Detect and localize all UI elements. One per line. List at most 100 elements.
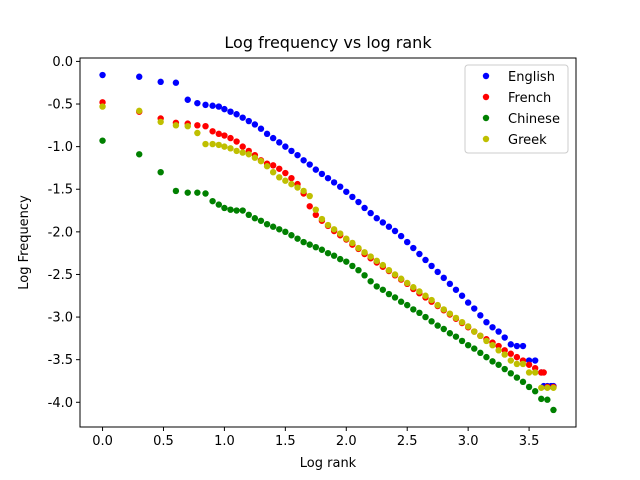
- point-english-36: [385, 223, 393, 230]
- x-tick-label-1: 0.5: [153, 434, 174, 449]
- point-english-38: [397, 232, 405, 240]
- point-greek-56: [507, 357, 515, 364]
- point-chinese-11: [233, 207, 240, 214]
- point-chinese-50: [471, 345, 478, 352]
- point-chinese-61: [538, 395, 545, 403]
- point-chinese-32: [361, 272, 368, 279]
- point-english-49: [464, 299, 472, 306]
- point-greek-39: [404, 279, 411, 287]
- point-english-24: [312, 166, 320, 173]
- point-greek-4: [184, 122, 191, 130]
- point-english-0: [99, 71, 106, 79]
- point-greek-47: [452, 314, 460, 322]
- point-english-32: [361, 204, 368, 212]
- point-english-19: [282, 143, 289, 150]
- point-french-10: [227, 134, 234, 142]
- point-english-45: [440, 274, 447, 282]
- point-chinese-37: [391, 294, 399, 301]
- point-greek-2: [157, 118, 164, 126]
- point-chinese-44: [434, 322, 441, 329]
- point-english-22: [300, 157, 307, 164]
- point-english-28: [336, 183, 344, 190]
- point-french-12: [239, 143, 246, 150]
- point-greek-37: [391, 271, 399, 278]
- point-greek-33: [367, 253, 374, 260]
- point-greek-28: [336, 230, 344, 237]
- point-chinese-39: [404, 301, 411, 309]
- point-chinese-30: [349, 262, 356, 270]
- point-english-44: [434, 268, 441, 276]
- x-tick-label-3: 1.5: [275, 434, 296, 449]
- point-greek-63: [550, 384, 557, 391]
- point-chinese-28: [336, 255, 344, 263]
- y-tick-label-7: -3.5: [48, 353, 73, 368]
- point-english-37: [391, 227, 399, 235]
- point-chinese-59: [525, 383, 533, 391]
- point-chinese-19: [282, 228, 289, 236]
- point-greek-6: [202, 140, 209, 148]
- point-chinese-23: [306, 241, 313, 248]
- point-chinese-2: [157, 168, 164, 176]
- point-chinese-9: [221, 204, 228, 212]
- point-french-62: [540, 369, 547, 376]
- point-chinese-35: [379, 286, 387, 293]
- point-english-6: [202, 101, 209, 109]
- point-english-12: [239, 114, 246, 121]
- point-chinese-1: [136, 151, 143, 158]
- point-chinese-43: [428, 318, 435, 325]
- legend-marker-greek: [482, 135, 490, 143]
- point-chinese-56: [507, 370, 515, 377]
- point-chinese-62: [544, 396, 551, 403]
- point-greek-45: [440, 306, 447, 313]
- point-greek-11: [233, 147, 240, 155]
- point-english-46: [446, 280, 454, 288]
- point-chinese-34: [373, 283, 380, 290]
- series-chinese: [99, 137, 557, 414]
- point-chinese-20: [288, 232, 295, 239]
- point-greek-46: [446, 310, 454, 317]
- point-greek-44: [434, 301, 441, 309]
- point-english-54: [495, 328, 502, 335]
- y-tick-label-4: -2.0: [48, 225, 73, 240]
- point-chinese-3: [172, 187, 180, 195]
- chart-title: Log frequency vs log rank: [224, 33, 432, 52]
- x-tick-label-0: 0.0: [92, 434, 113, 449]
- point-chinese-47: [452, 333, 460, 340]
- point-french-59: [525, 361, 533, 368]
- point-greek-53: [489, 341, 496, 349]
- point-chinese-38: [397, 298, 405, 305]
- point-english-50: [471, 305, 478, 312]
- point-greek-7: [209, 140, 216, 148]
- point-greek-40: [410, 284, 417, 291]
- point-greek-31: [355, 244, 362, 252]
- point-chinese-0: [99, 137, 106, 144]
- point-greek-5: [194, 129, 201, 137]
- point-chinese-5: [194, 189, 201, 196]
- x-tick-label-7: 3.5: [519, 434, 540, 449]
- point-greek-61: [538, 384, 545, 391]
- point-english-52: [483, 318, 490, 326]
- point-english-17: [269, 134, 277, 142]
- point-english-33: [367, 209, 374, 217]
- point-chinese-53: [489, 358, 496, 365]
- point-greek-17: [269, 168, 277, 176]
- point-greek-49: [464, 323, 472, 330]
- point-french-56: [507, 350, 515, 357]
- point-french-24: [312, 211, 320, 219]
- point-greek-25: [318, 215, 326, 223]
- point-chinese-6: [202, 190, 209, 197]
- point-english-30: [349, 193, 356, 201]
- point-greek-20: [288, 180, 295, 188]
- point-chinese-26: [324, 249, 332, 257]
- point-greek-19: [282, 177, 289, 184]
- point-greek-0: [99, 103, 106, 110]
- point-greek-30: [349, 239, 356, 247]
- point-greek-34: [373, 257, 380, 265]
- point-chinese-21: [294, 235, 301, 242]
- point-greek-55: [501, 351, 508, 358]
- point-chinese-17: [269, 223, 277, 230]
- point-chinese-22: [300, 238, 307, 246]
- point-english-4: [184, 96, 191, 103]
- point-chinese-63: [550, 406, 557, 414]
